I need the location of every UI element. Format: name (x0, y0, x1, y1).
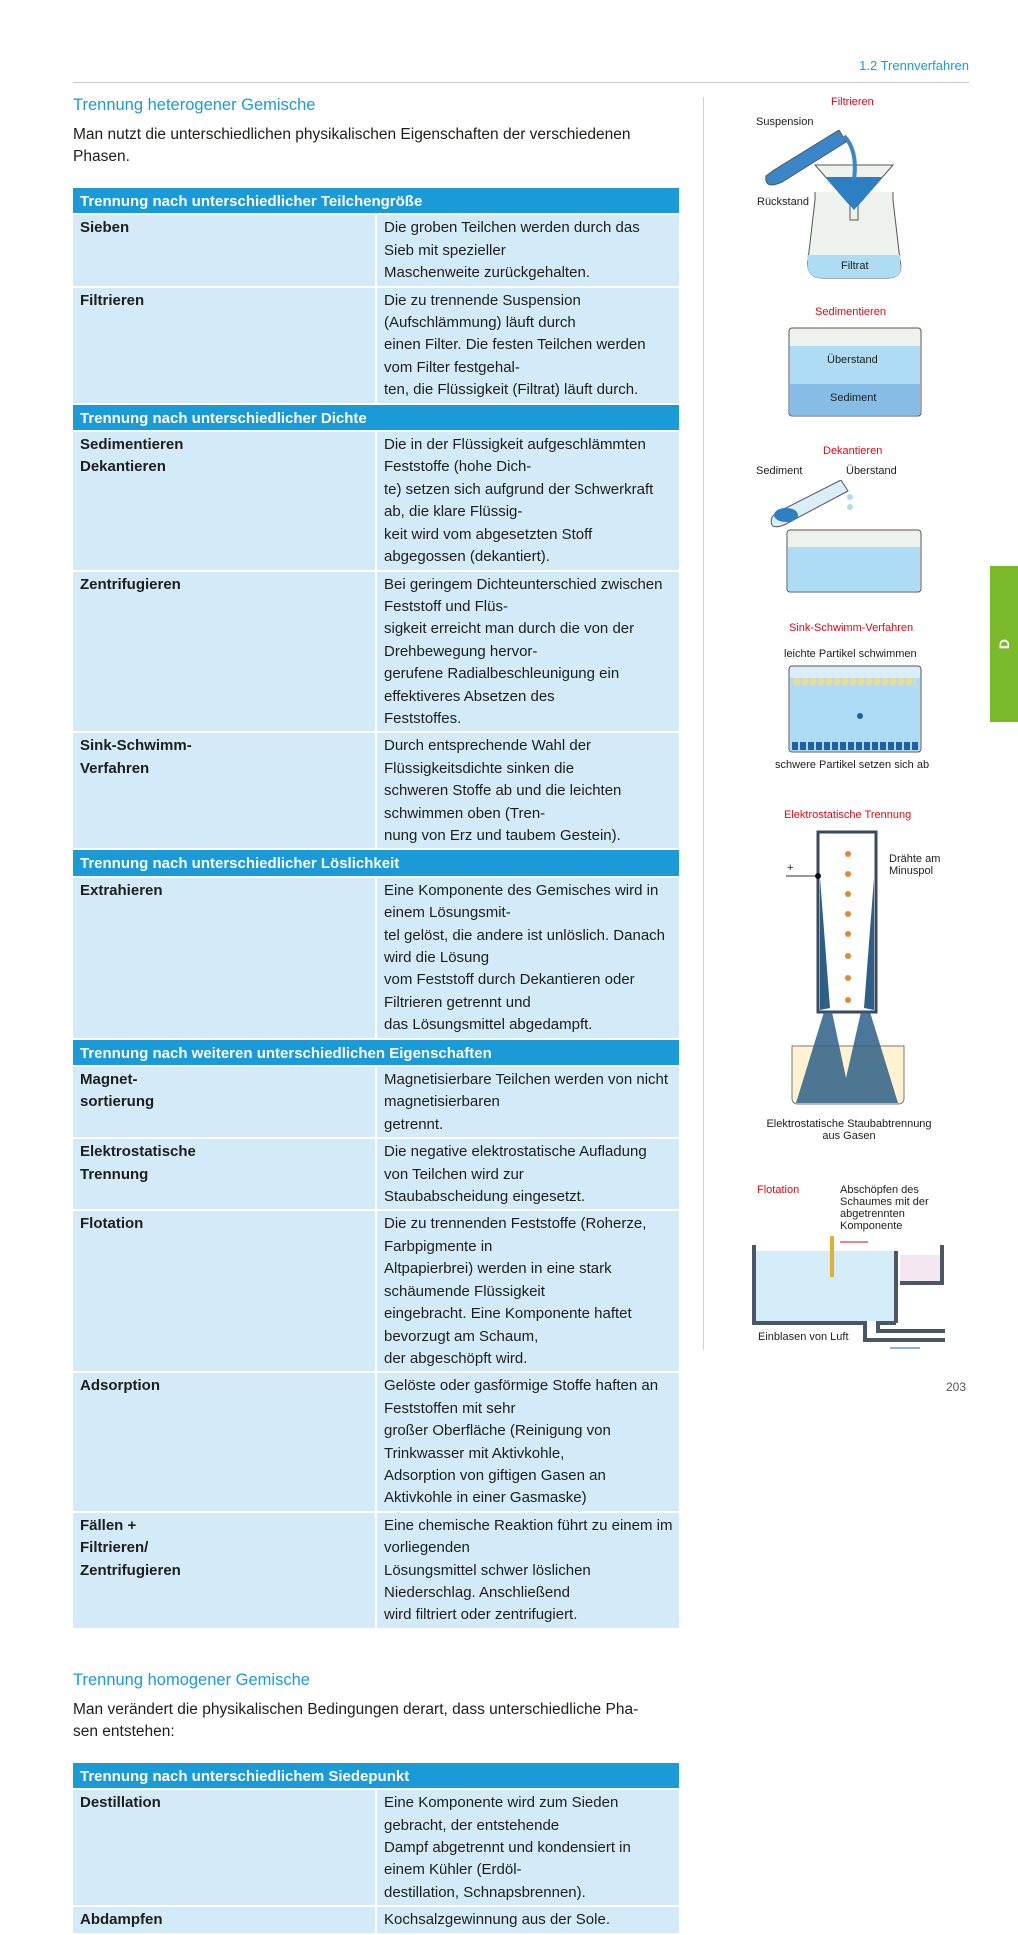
table-row: Sedimentieren Dekantieren Die in der Flüs… (73, 431, 679, 572)
intro-text: Man verändert die physikalischen Bedingu… (73, 1700, 639, 1740)
method-description: Die zu trennenden Feststoffe (Roherze, F… (376, 1210, 679, 1374)
method-description: Kochsalzgewinnung aus der Sole. (376, 1906, 679, 1935)
table-row: Magnet- sortierung Magnetisierbare Teilch… (73, 1066, 679, 1140)
table-row: Flotation Die zu trennenden Feststoffe (R… (73, 1210, 679, 1374)
chapter-tab[interactable]: D (990, 566, 1018, 722)
figure-title: Elektrostatische Trennung (784, 809, 912, 821)
label-skim: Abschöpfen des Schaumes mit der abgetren… (840, 1184, 929, 1232)
label-suspension: Suspension (756, 116, 814, 128)
page-number: 203 (946, 1380, 967, 1394)
method-description: Die zu trennende Suspension (Aufschlämmu… (376, 286, 679, 405)
label-float: leichte Partikel schwimmen (784, 648, 917, 660)
label-plus: + (787, 862, 794, 874)
table-row: Sink-Schwimm- Verfahren Durch entsprechen… (73, 732, 679, 851)
label-sink: schwere Partikel setzen sich ab (775, 759, 930, 771)
table-group-header: Trennung nach unterschiedlicher Teilchen… (73, 188, 679, 216)
label-air: Einblasen von Luft (758, 1331, 849, 1343)
electrostatic-illustration (786, 830, 905, 1105)
method-description: Die in der Flüssigkeit aufgeschlämmten F… (376, 431, 679, 572)
figure-title: Sink-Schwimm-Verfahren (789, 622, 914, 634)
figure-title: Sedimentieren (815, 306, 886, 318)
method-name: Zentrifugieren (73, 570, 377, 734)
group-header-label: Trennung nach unterschiedlichem Siedepun… (73, 1762, 679, 1791)
method-description: Eine Komponente des Gemisches wird in ei… (376, 876, 679, 1040)
group-header-label: Trennung nach unterschiedlicher Dichte (73, 403, 679, 433)
table-row: Sieben Die groben Teilchen werden durch d… (73, 214, 679, 288)
table-group-header: Trennung nach weiteren unterschiedlichen… (73, 1038, 679, 1068)
section-heading: Trennung homogener Gemische (73, 1670, 310, 1689)
filtration-illustration (765, 130, 902, 279)
figure-title: Dekantieren (823, 445, 883, 457)
method-name: Adsorption (73, 1372, 377, 1513)
hetero-section: Trennung heterogener Gemische Man nutzt … (73, 95, 679, 1630)
decanting-illustration (770, 480, 922, 593)
table-group-header: Trennung nach unterschiedlicher Dichte (73, 403, 679, 433)
label-filtrat: Filtrat (841, 260, 869, 272)
method-name: Magnet- sortierung (73, 1066, 377, 1140)
method-name: Fällen + Filtrieren/ Zentrifugieren (73, 1511, 377, 1630)
method-description: Durch entsprechende Wahl der Flüssigkeit… (376, 732, 679, 851)
method-name: Extrahieren (73, 876, 377, 1040)
running-header: 1.2 Trennverfahren (73, 58, 969, 83)
column-divider (703, 97, 704, 1350)
method-description: Magnetisierbare Teilchen werden von nich… (376, 1066, 679, 1140)
section-heading: Trennung heterogener Gemische (73, 96, 316, 114)
table-row: Destillation Eine Komponente wird zum Sie… (73, 1789, 679, 1908)
method-name: Destillation (73, 1789, 377, 1908)
method-name: Filtrieren (73, 286, 377, 405)
method-name: Sieben (73, 214, 377, 288)
homo-table: Trennung nach unterschiedlichem Siedepun… (73, 1762, 679, 1935)
method-name: Sink-Schwimm- Verfahren (73, 732, 377, 851)
method-description: Die groben Teilchen werden durch das Sie… (376, 214, 679, 288)
homo-section: Trennung homogener Gemische Man veränder… (73, 1670, 679, 1935)
flotation-illustration (752, 1236, 945, 1349)
method-description: Eine Komponente wird zum Sieden gebracht… (376, 1789, 679, 1908)
method-name: Sedimentieren Dekantieren (73, 431, 377, 572)
method-name: Elektrostatische Trennung (73, 1138, 377, 1212)
beaker-illustration (788, 327, 922, 417)
group-header-label: Trennung nach weiteren unterschiedlichen… (73, 1038, 679, 1068)
table-group-header: Trennung nach unterschiedlicher Löslichk… (73, 849, 679, 878)
table-row: Elektrostatische Trennung Die negative el… (73, 1138, 679, 1212)
table-row: Adsorption Gelöste oder gasförmige Stoffe… (73, 1372, 679, 1513)
section-title: 1.2 Trennverfahren (859, 58, 969, 73)
method-description: Bei geringem Dichteunterschied zwischen … (376, 570, 679, 734)
method-description: Eine chemische Reaktion führt zu einem i… (376, 1511, 679, 1630)
label-sediment: Sediment (756, 465, 803, 477)
table-row: Fällen + Filtrieren/ Zentrifugieren Eine … (73, 1511, 679, 1630)
method-name: Abdampfen (73, 1906, 377, 1935)
figure-caption: Elektrostatische Staubabtrennung aus Gas… (766, 1118, 932, 1142)
figure-title: Filtrieren (831, 96, 874, 108)
chapter-tab-label: D (996, 638, 1012, 650)
label-rueckstand: Rückstand (757, 196, 809, 208)
figure-title: Flotation (757, 1184, 800, 1196)
label-ueberstand: Überstand (846, 465, 897, 477)
method-name: Flotation (73, 1210, 377, 1374)
sink-float-illustration (788, 665, 922, 753)
table-row: Extrahieren Eine Komponente des Gemisches… (73, 876, 679, 1040)
group-header-label: Trennung nach unterschiedlicher Löslichk… (73, 849, 679, 878)
hetero-table: Trennung nach unterschiedlicher Teilchen… (73, 188, 679, 1630)
method-description: Die negative elektrostatische Aufladung … (376, 1138, 679, 1212)
table-group-header: Trennung nach unterschiedlichem Siedepun… (73, 1762, 679, 1791)
label-wires: Drähte am Minuspol (889, 853, 941, 877)
method-description: Gelöste oder gasförmige Stoffe haften an… (376, 1372, 679, 1513)
table-row: Zentrifugieren Bei geringem Dichteuntersc… (73, 570, 679, 734)
label-sediment: Sediment (830, 392, 877, 404)
label-ueberstand: Überstand (827, 354, 878, 366)
group-header-label: Trennung nach unterschiedlicher Teilchen… (73, 188, 679, 216)
main-column: Trennung heterogener Gemische Man nutzt … (73, 95, 679, 1935)
intro-text: Man nutzt die unterschiedlichen physikal… (73, 126, 631, 165)
table-row: Abdampfen Kochsalzgewinnung aus der Sole. (73, 1906, 679, 1935)
table-row: Filtrieren Die zu trennende Suspension (A… (73, 286, 679, 405)
